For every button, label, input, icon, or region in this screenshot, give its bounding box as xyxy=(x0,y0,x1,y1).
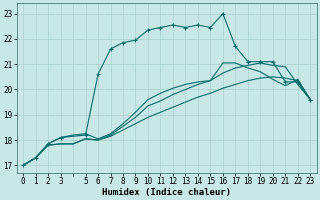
X-axis label: Humidex (Indice chaleur): Humidex (Indice chaleur) xyxy=(102,188,231,197)
